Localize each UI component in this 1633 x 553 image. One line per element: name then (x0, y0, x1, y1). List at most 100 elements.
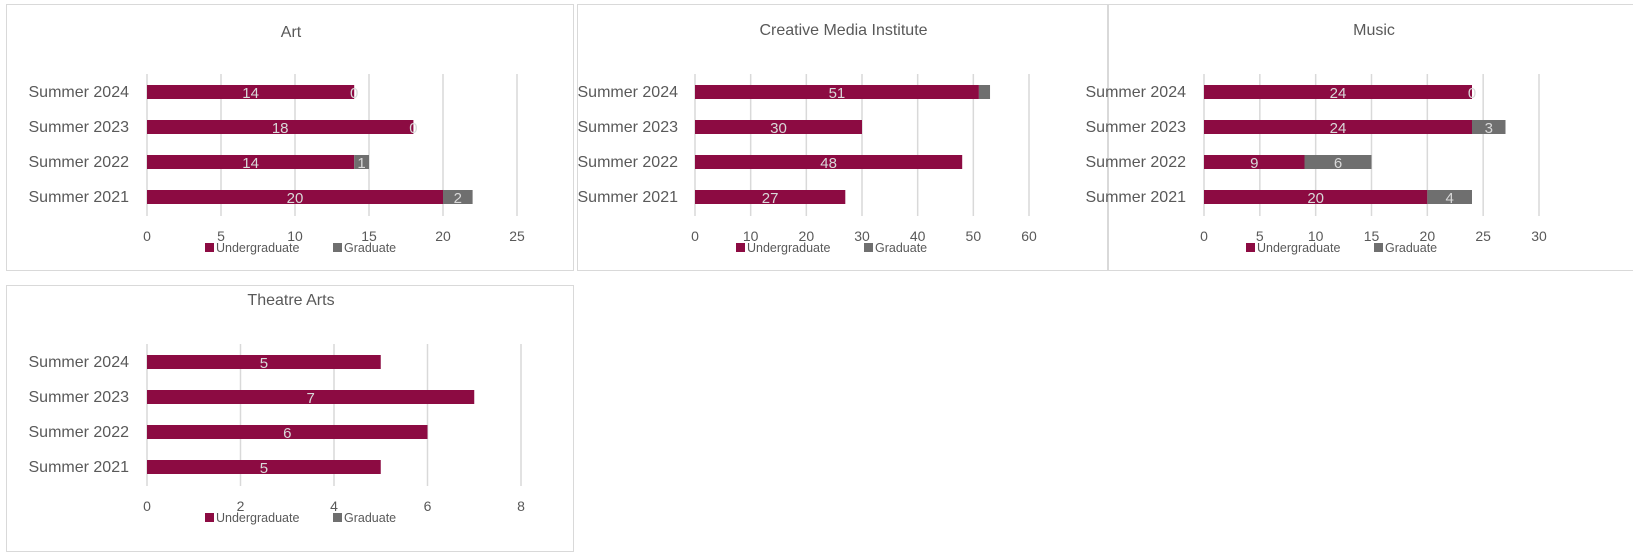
x-tick-label: 10 (287, 228, 303, 244)
data-label-undergraduate: 9 (1250, 155, 1258, 172)
category-label: Summer 2024 (578, 84, 679, 101)
legend-swatch-undergraduate (736, 243, 745, 252)
data-label-graduate: 4 (1445, 190, 1453, 207)
data-label-undergraduate: 18 (272, 120, 289, 137)
x-tick-label: 30 (1531, 228, 1547, 244)
category-label: Summer 2024 (1086, 84, 1187, 101)
bar-undergraduate (147, 155, 355, 169)
x-tick-label: 25 (509, 228, 525, 244)
x-tick-label: 15 (361, 228, 377, 244)
x-tick-label: 15 (1364, 228, 1380, 244)
bar-undergraduate (1204, 155, 1305, 169)
bar-undergraduate (147, 190, 443, 204)
data-label-undergraduate: 5 (260, 355, 268, 372)
bar-undergraduate (147, 390, 475, 404)
chart-panel-music: Music 0 5 10 15 20 25 30 Summer 2024 24 0 Summer 20… (1086, 4, 1633, 271)
category-label: Summer 2024 (29, 354, 130, 371)
x-tick-label: 60 (1021, 228, 1037, 244)
data-label-graduate: 1 (357, 155, 365, 172)
bar-graduate (978, 85, 991, 99)
x-tick-label: 20 (1420, 228, 1436, 244)
x-tick-label: 5 (217, 228, 225, 244)
data-label-graduate: 0 (350, 85, 358, 102)
legend-label: Graduate (344, 511, 396, 525)
legend-swatch-undergraduate (205, 243, 214, 252)
x-tick-label: 0 (143, 498, 151, 514)
bar-undergraduate (695, 155, 963, 169)
bar-undergraduate (1204, 85, 1472, 99)
x-tick-label: 4 (330, 498, 338, 514)
category-label: Summer 2022 (29, 424, 130, 441)
data-label-graduate: 2 (454, 190, 462, 207)
x-tick-label: 8 (517, 498, 525, 514)
chart-svg-creative-media-institute: Creative Media Institute 0 10 20 30 40 50 60 Sum… (578, 22, 1037, 255)
category-label: Summer 2023 (1086, 119, 1187, 136)
data-label-undergraduate: 7 (306, 390, 314, 407)
bar-graduate (354, 155, 369, 169)
data-label-undergraduate: 20 (287, 190, 304, 207)
data-label-graduate: 0 (409, 120, 417, 137)
legend-swatch-graduate (333, 243, 342, 252)
data-label-undergraduate: 14 (242, 85, 259, 102)
x-tick-label: 0 (143, 228, 151, 244)
data-label-undergraduate: 20 (1307, 190, 1324, 207)
x-tick-label: 10 (743, 228, 759, 244)
x-tick-label: 25 (1475, 228, 1491, 244)
category-label: Summer 2022 (1086, 154, 1187, 171)
data-label-undergraduate: 14 (242, 155, 259, 172)
chart-svg-music: Music 0 5 10 15 20 25 30 Summer 2024 24 0 Summer 20… (1086, 22, 1547, 255)
bar-graduate (1472, 120, 1506, 134)
bar-undergraduate (147, 85, 355, 99)
data-label-undergraduate: 48 (820, 155, 837, 172)
x-tick-label: 5 (1256, 228, 1264, 244)
category-label: Summer 2021 (29, 189, 130, 206)
data-label-graduate: 0 (1468, 85, 1476, 102)
category-label: Summer 2021 (29, 459, 130, 476)
bar-graduate (1427, 190, 1472, 204)
legend-swatch-graduate (864, 243, 873, 252)
chart-title: Theatre Arts (247, 292, 334, 309)
bar-undergraduate (147, 355, 381, 369)
data-label-undergraduate: 30 (770, 120, 787, 137)
legend-swatch-undergraduate (205, 513, 214, 522)
data-label-undergraduate: 24 (1330, 85, 1347, 102)
category-label: Summer 2022 (578, 154, 679, 171)
x-tick-label: 30 (854, 228, 870, 244)
data-label-undergraduate: 51 (829, 85, 846, 102)
category-label: Summer 2024 (29, 84, 130, 101)
legend-swatch-graduate (1374, 243, 1383, 252)
legend-label: Undergraduate (1257, 241, 1340, 255)
category-label: Summer 2021 (578, 189, 679, 206)
chart-panel-creative-media-institute: Creative Media Institute 0 10 20 30 40 50 60 Sum… (577, 4, 1108, 271)
data-label-undergraduate: 6 (283, 425, 291, 442)
x-tick-label: 2 (237, 498, 245, 514)
chart-panel-art: Art 0 5 10 15 20 25 Summer 2024 14 0 Summer 2023 18… (6, 4, 574, 271)
category-label: Summer 2023 (29, 119, 130, 136)
category-label: Summer 2021 (1086, 189, 1187, 206)
data-label-undergraduate: 5 (260, 460, 268, 477)
legend-label: Graduate (875, 241, 927, 255)
x-tick-label: 6 (424, 498, 432, 514)
data-label-graduate: 3 (1485, 120, 1493, 137)
x-tick-label: 50 (966, 228, 982, 244)
x-tick-label: 10 (1308, 228, 1324, 244)
chart-title: Art (281, 24, 302, 41)
x-tick-label: 20 (435, 228, 451, 244)
x-tick-label: 20 (799, 228, 815, 244)
category-label: Summer 2023 (29, 389, 130, 406)
legend-swatch-graduate (333, 513, 342, 522)
bar-undergraduate (147, 425, 428, 439)
legend-label: Graduate (344, 241, 396, 255)
chart-panel-theatre-arts: Theatre Arts 0 2 4 6 8 Summer 2024 5 Summer 2023… (6, 285, 574, 552)
chart-title: Creative Media Institute (759, 22, 927, 39)
chart-svg-theatre-arts: Theatre Arts 0 2 4 6 8 Summer 2024 5 Summer 2023… (29, 292, 526, 525)
bar-undergraduate (147, 120, 414, 134)
x-tick-label: 0 (1200, 228, 1208, 244)
category-label: Summer 2022 (29, 154, 130, 171)
category-label: Summer 2023 (578, 119, 679, 136)
bar-graduate (1304, 155, 1372, 169)
legend-label: Undergraduate (747, 241, 830, 255)
bar-undergraduate (1204, 120, 1472, 134)
bar-graduate (443, 190, 473, 204)
